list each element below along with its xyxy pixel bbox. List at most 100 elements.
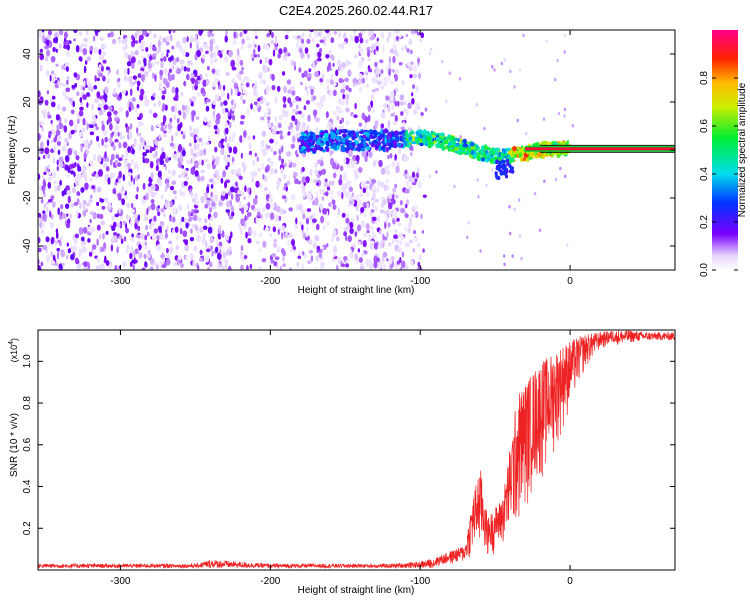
noise-dot <box>118 157 123 161</box>
noise-dot <box>196 217 202 222</box>
noise-dot <box>314 266 317 270</box>
noise-dot <box>319 30 322 38</box>
noise-dot <box>92 153 97 161</box>
noise-dot <box>366 68 369 74</box>
noise-dot <box>181 165 184 169</box>
noise-dot <box>288 159 290 165</box>
noise-dot <box>186 73 190 80</box>
noise-dot <box>372 192 376 199</box>
noise-dot <box>239 31 243 38</box>
noise-dot <box>149 30 152 35</box>
noise-dot <box>393 30 397 34</box>
noise-dot <box>66 190 72 195</box>
noise-dot <box>38 90 41 98</box>
noise-dot <box>97 142 101 149</box>
noise-dot <box>207 30 211 38</box>
noise-dot <box>255 217 259 225</box>
noise-dot <box>269 167 275 175</box>
noise-dot <box>402 154 408 162</box>
noise-dot <box>281 195 287 200</box>
noise-dot <box>411 213 416 218</box>
noise-dot <box>178 144 182 152</box>
noise-dot <box>98 109 104 116</box>
noise-dot <box>347 202 351 208</box>
noise-dot <box>355 259 359 265</box>
noise-dot <box>543 179 546 184</box>
noise-dot <box>111 216 115 220</box>
noise-dot <box>88 198 93 203</box>
noise-dot <box>290 194 296 200</box>
noise-dot <box>283 97 286 104</box>
noise-dot <box>479 249 482 253</box>
noise-dot <box>51 130 56 135</box>
noise-dot <box>191 198 196 203</box>
noise-dot <box>189 253 194 259</box>
noise-dot <box>94 123 98 127</box>
noise-dot <box>386 208 390 216</box>
noise-dot <box>252 135 256 140</box>
noise-dot <box>371 179 376 184</box>
noise-dot <box>319 156 324 161</box>
noise-dot <box>252 160 256 166</box>
noise-dot <box>243 203 249 212</box>
noise-dot <box>79 97 82 103</box>
noise-dot <box>104 136 108 143</box>
noise-dot <box>343 171 347 179</box>
noise-dot <box>289 161 293 168</box>
noise-dot <box>244 90 248 97</box>
noise-dot <box>99 213 104 220</box>
noise-dot <box>511 254 514 258</box>
noise-dot <box>83 166 87 171</box>
noise-dot <box>89 45 94 51</box>
noise-dot <box>50 195 55 200</box>
noise-dot <box>82 200 87 205</box>
noise-dot <box>359 73 363 80</box>
noise-dot <box>331 180 335 186</box>
noise-dot <box>394 229 398 233</box>
noise-dot <box>107 111 112 118</box>
noise-dot <box>118 142 122 149</box>
noise-dot <box>113 221 117 228</box>
noise-dot <box>235 195 240 203</box>
noise-dot <box>171 73 175 81</box>
noise-dot <box>107 202 112 209</box>
noise-dot <box>199 257 203 262</box>
noise-dot <box>230 231 233 239</box>
noise-dot <box>395 165 400 173</box>
noise-dot <box>227 265 232 270</box>
noise-dot <box>247 238 252 244</box>
noise-dot <box>181 216 185 222</box>
noise-dot <box>278 130 283 135</box>
noise-dot <box>212 201 216 207</box>
noise-dot <box>194 161 199 169</box>
noise-dot <box>118 234 123 240</box>
noise-dot <box>146 232 150 237</box>
noise-dot <box>387 105 391 113</box>
noise-dot <box>48 199 53 203</box>
noise-dot <box>274 34 278 43</box>
noise-dot <box>102 129 108 136</box>
noise-dot <box>406 173 410 179</box>
noise-dot <box>323 182 329 188</box>
noise-dot <box>170 216 174 223</box>
noise-dot <box>441 59 444 64</box>
noise-dot <box>258 266 261 270</box>
noise-dot <box>357 62 362 68</box>
noise-dot <box>184 244 189 251</box>
noise-dot <box>164 124 167 129</box>
noise-dot <box>271 203 275 208</box>
noise-dot <box>272 226 276 233</box>
noise-dot <box>163 212 166 218</box>
noise-dot <box>399 240 402 246</box>
noise-dot <box>385 216 389 224</box>
noise-dot <box>173 153 178 158</box>
noise-dot <box>240 207 245 215</box>
noise-dot <box>157 205 160 209</box>
noise-dot <box>278 122 282 129</box>
noise-dot <box>315 59 318 66</box>
noise-dot <box>251 176 255 184</box>
noise-dot <box>399 200 403 206</box>
noise-dot <box>177 255 182 261</box>
noise-dot <box>82 117 86 126</box>
noise-dot <box>97 103 101 107</box>
